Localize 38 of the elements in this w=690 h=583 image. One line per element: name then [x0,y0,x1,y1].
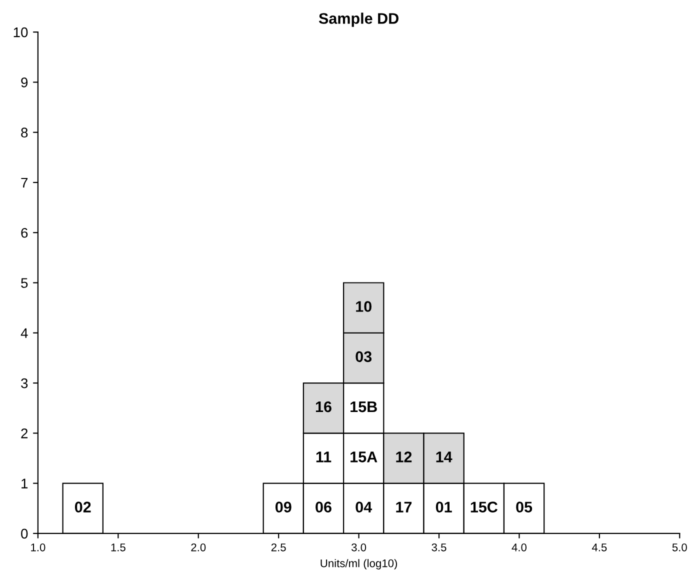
annotation: 17 [396,502,412,512]
y-tick-label: 5 [21,278,28,288]
x-tick-label: 2.0 [191,543,206,552]
y-tick-label: 8 [21,128,28,138]
annotation: 03 [356,351,372,362]
y-tick-label: 9 [21,78,28,88]
annotation: 10 [356,301,372,312]
x-axis-title: Units/ml (log10) [320,559,398,570]
annotation: 01 [436,502,452,512]
y-tick-label: 1 [22,478,28,488]
annotation: 15B [350,402,377,412]
y-tick-label: 4 [20,328,28,338]
y-tick-label: 2 [21,428,28,438]
annotation: 05 [516,502,532,512]
x-tick-label: 3.0 [352,543,366,552]
x-tick-label: 5.0 [672,543,687,552]
annotation: 06 [316,502,332,512]
x-tick-label: 4.5 [592,544,607,552]
y-tick-label: 6 [21,228,28,238]
annotation: 15C [470,502,498,512]
x-tick-label: 2.5 [271,543,286,552]
chart-title: Sample DD [318,12,398,27]
y-tick-label: 0 [21,528,28,539]
x-tick-label: 1.0 [31,543,46,552]
annotation: 11 [316,452,332,462]
y-tick-label: 3 [21,378,28,388]
x-tick-label: 3.5 [432,543,446,552]
annotation: 02 [74,502,91,512]
annotation: 12 [396,452,412,462]
y-tick-label: 7 [21,178,28,188]
y-tick-label: 10 [14,27,28,38]
annotation: 09 [276,502,292,512]
annotation: 16 [316,401,332,412]
annotation: 04 [356,502,372,512]
annotation: 14 [436,452,452,462]
x-tick-label: 4.0 [512,543,527,552]
annotation: 15A [350,452,378,462]
x-tick-label: 1.5 [111,544,126,552]
